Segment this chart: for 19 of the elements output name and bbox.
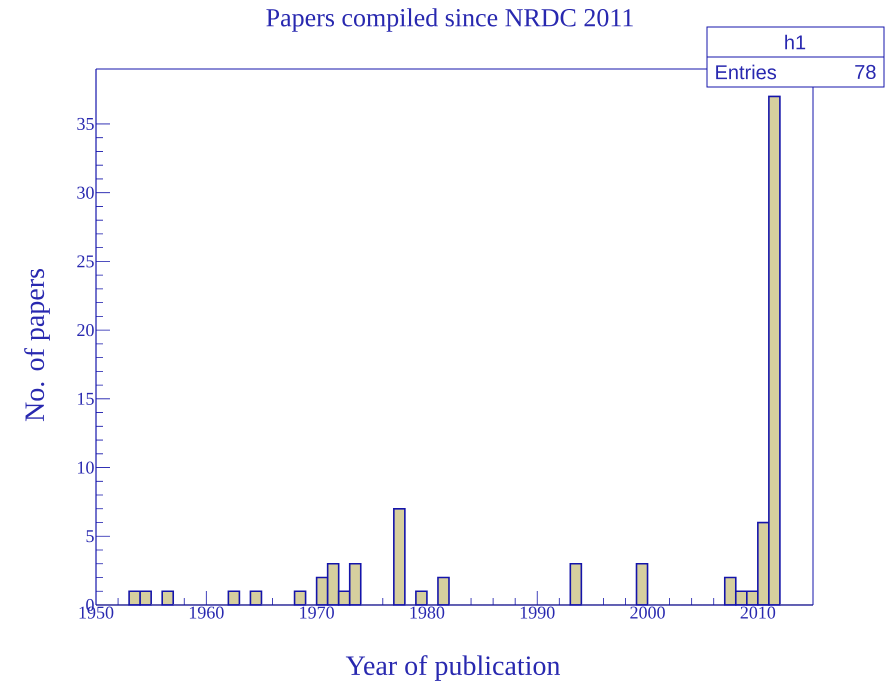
y-tick-label: 30 <box>77 186 94 199</box>
y-tick-label: 35 <box>77 118 94 130</box>
x-tick-label: 1990 <box>520 606 555 619</box>
y-tick-label: 20 <box>77 324 94 336</box>
x-tick-label: 2000 <box>630 606 665 619</box>
text: h1 <box>785 34 806 50</box>
x-tick-label: 1980 <box>410 606 444 619</box>
y-tick-label: 5 <box>86 530 94 542</box>
chart-title: Papers compiled since NRDC 2011 <box>266 8 633 32</box>
annotation: Entries <box>716 64 776 80</box>
y-axis-title: No. of papers <box>24 269 50 422</box>
y-tick-label: 10 <box>78 461 94 474</box>
x-axis-title: Year of publication <box>346 655 560 681</box>
x-tick-label: 1970 <box>300 606 334 619</box>
y-tick-label: 25 <box>77 255 94 268</box>
x-tick-label: 1960 <box>190 606 224 619</box>
y-tick-label: 15 <box>78 392 94 405</box>
x-tick-label: 2010 <box>740 606 776 619</box>
text: 78 <box>855 64 876 80</box>
